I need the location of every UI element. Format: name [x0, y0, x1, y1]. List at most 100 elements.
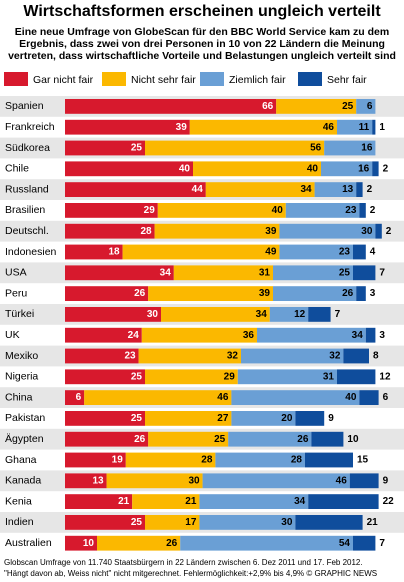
bar-segment: [356, 182, 363, 197]
bar-segment: [145, 369, 238, 385]
value-label: 25: [214, 434, 226, 445]
value-label: 18: [108, 247, 120, 258]
value-label: 9: [383, 475, 389, 486]
bar-segment: [65, 140, 145, 156]
value-label: 24: [128, 330, 140, 341]
bar-segment: [65, 327, 142, 343]
bar-segment: [372, 161, 379, 177]
bar-segment: [65, 203, 158, 218]
bar-segment: [84, 390, 232, 405]
bar-segment: [122, 244, 280, 260]
value-label: 40: [179, 163, 191, 174]
value-label: 21: [367, 517, 379, 528]
bar-segment: [148, 431, 229, 447]
value-label: 29: [144, 205, 156, 216]
bar-segment: [285, 203, 360, 218]
value-label: 16: [361, 143, 373, 154]
bar-segment: [365, 327, 376, 343]
legend-label: Gar nicht fair: [33, 74, 94, 86]
category-label: Pakistan: [5, 412, 45, 424]
category-label: China: [5, 391, 33, 403]
bar-segment: [65, 348, 139, 364]
bar-segment: [132, 494, 200, 509]
bar-segment: [305, 452, 353, 468]
category-label: Mexiko: [5, 350, 38, 362]
category-label: Frankreich: [5, 121, 55, 133]
value-label: 16: [358, 163, 370, 174]
value-label: 40: [272, 205, 284, 216]
value-label: 15: [357, 455, 369, 466]
value-label: 46: [217, 392, 229, 403]
bar-segment: [295, 411, 325, 426]
value-label: 32: [227, 351, 239, 362]
value-label: 54: [339, 538, 351, 549]
value-label: 23: [345, 205, 357, 216]
category-label: Ägypten: [5, 433, 44, 445]
value-label: 3: [379, 330, 385, 341]
bar-segment: [257, 327, 366, 343]
legend-swatch: [4, 72, 28, 86]
bar-segment: [145, 515, 200, 530]
value-label: 30: [281, 517, 293, 528]
value-label: 34: [352, 330, 364, 341]
category-label: Kanada: [5, 475, 41, 487]
bar-segment: [279, 244, 353, 260]
footnote: Globscan Umfrage von 11.740 Staatsbürger…: [4, 558, 363, 567]
bar-segment: [154, 223, 280, 239]
value-label: 30: [188, 475, 200, 486]
value-label: 26: [166, 538, 178, 549]
bar-segment: [125, 452, 216, 468]
legend-swatch: [200, 72, 224, 86]
value-label: 46: [336, 475, 348, 486]
category-label: Indonesien: [5, 246, 57, 258]
chart-title: Wirtschaftsformen erscheinen ungleich ve…: [23, 3, 381, 20]
category-label: Türkei: [5, 308, 34, 320]
value-label: 34: [300, 184, 312, 195]
bar-segment: [308, 307, 331, 322]
bar-segment: [65, 411, 145, 426]
category-label: Australien: [5, 537, 52, 549]
bar-segment: [228, 431, 312, 447]
value-label: 29: [224, 371, 236, 382]
value-label: 25: [342, 101, 354, 112]
value-label: 40: [345, 392, 357, 403]
bar-segment: [173, 265, 273, 281]
value-label: 23: [339, 247, 351, 258]
bar-segment: [241, 348, 344, 364]
category-label: Indien: [5, 516, 34, 528]
bar-segment: [359, 390, 379, 405]
bar-segment: [359, 203, 366, 218]
category-label: Peru: [5, 287, 27, 299]
value-label: 39: [259, 288, 271, 299]
value-label: 28: [140, 226, 152, 237]
bar-segment: [231, 411, 296, 426]
bar-segment: [237, 369, 337, 385]
bar-segment: [202, 473, 350, 489]
category-label: UK: [5, 329, 20, 341]
bar-segment: [65, 182, 206, 197]
value-label: 26: [134, 434, 146, 445]
value-label: 6: [367, 101, 373, 112]
value-label: 2: [370, 205, 376, 216]
bar-segment: [141, 327, 257, 343]
bar-segment: [231, 390, 360, 405]
bar-segment: [65, 223, 155, 239]
legend-label: Nicht sehr fair: [131, 74, 196, 86]
bar-segment: [65, 494, 133, 509]
bar-segment: [269, 307, 309, 322]
bar-segment: [138, 348, 241, 364]
value-label: 46: [323, 122, 335, 133]
bar-segment: [65, 452, 126, 468]
bar-segment: [353, 535, 376, 551]
bar-segment: [372, 119, 376, 135]
bar-segment: [337, 369, 376, 385]
legend-swatch: [102, 72, 126, 86]
value-label: 7: [379, 538, 385, 549]
value-label: 6: [76, 392, 82, 403]
value-label: 28: [201, 455, 213, 466]
category-label: Nigeria: [5, 371, 38, 383]
value-label: 10: [83, 538, 95, 549]
value-label: 25: [131, 371, 143, 382]
bar-segment: [273, 286, 357, 301]
value-label: 26: [134, 288, 146, 299]
